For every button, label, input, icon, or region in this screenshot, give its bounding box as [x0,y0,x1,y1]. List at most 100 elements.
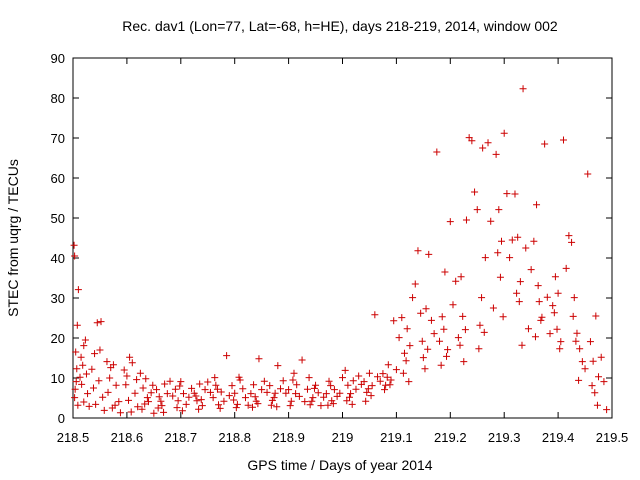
data-point [367,392,375,400]
data-point [286,402,294,410]
data-point [336,389,344,397]
data-point [592,312,600,320]
data-point [471,188,479,196]
data-point [176,382,184,390]
data-point [120,366,128,374]
data-point [374,373,382,381]
data-point [476,321,484,329]
x-tick-label: 219.3 [488,430,521,445]
data-point [298,356,306,364]
data-point [80,342,88,350]
data-point [500,129,508,137]
data-point [122,381,130,389]
data-point [301,398,309,406]
data-point [169,392,177,400]
data-point [74,401,82,409]
data-point [513,289,521,297]
x-axis: 218.5 218.6 218.7 218.8 218.9 219 219.1 219.2 21… [57,58,628,445]
data-point [399,369,407,377]
data-point [514,233,522,241]
data-point [306,401,314,409]
data-point [360,378,368,386]
data-point [395,334,403,342]
data-point [179,390,187,398]
data-point [177,378,185,386]
data-point [99,393,107,401]
data-point [213,385,221,393]
data-point [440,325,448,333]
data-point [303,385,311,393]
data-point [425,250,433,258]
data-point [365,369,373,377]
data-point [557,338,565,346]
data-point [349,377,357,385]
data-point [314,389,322,397]
data-point [591,389,599,397]
data-point [546,330,554,338]
data-point [473,206,481,214]
data-point [516,278,524,286]
data-point [575,376,583,384]
data-point [155,393,163,401]
y-axis: 0 10 20 30 40 50 60 70 80 90 [51,51,612,426]
x-tick-label: 219 [332,430,354,445]
data-point [347,390,355,398]
data-point [223,352,231,360]
data-points [70,85,611,417]
data-point [322,390,330,398]
y-tick-label: 0 [58,411,65,426]
data-point [329,400,337,408]
data-point [133,376,141,384]
y-tick-label: 60 [51,171,65,186]
data-point [247,390,255,398]
data-point [209,394,217,402]
data-point [174,397,182,405]
data-point [206,388,214,396]
data-point [462,216,470,224]
data-point [406,342,414,350]
data-point [317,402,325,410]
data-point [581,365,589,373]
data-point [421,365,429,373]
data-point [93,319,101,327]
x-tick-label: 218.9 [272,430,305,445]
data-point [192,392,200,400]
data-point [424,345,432,353]
data-point [290,369,298,377]
data-point [534,282,542,290]
data-point [163,390,171,398]
data-point [550,309,558,317]
x-tick-label: 219.2 [434,430,467,445]
data-point [438,313,446,321]
data-point [217,388,225,396]
data-point [77,353,85,361]
data-point [282,389,290,397]
data-point [437,361,445,369]
data-point [383,373,391,381]
data-point [103,358,111,366]
y-tick-label: 10 [51,371,65,386]
y-tick-label: 50 [51,211,65,226]
data-point [231,389,239,397]
data-point [73,321,81,329]
data-point [134,403,142,411]
data-point [115,398,123,406]
y-tick-label: 80 [51,91,65,106]
data-point [248,403,256,411]
data-point [589,357,597,365]
data-point [138,405,146,413]
data-point [588,382,596,390]
y-tick-label: 90 [51,51,65,66]
data-point [379,370,387,378]
data-point [204,378,212,386]
data-point [71,252,79,260]
data-point [541,140,549,148]
data-point [125,396,133,404]
data-point [480,328,488,336]
data-point [182,400,190,408]
data-point [72,348,80,356]
data-point [457,273,465,281]
data-point [508,236,516,244]
data-point [392,366,400,374]
